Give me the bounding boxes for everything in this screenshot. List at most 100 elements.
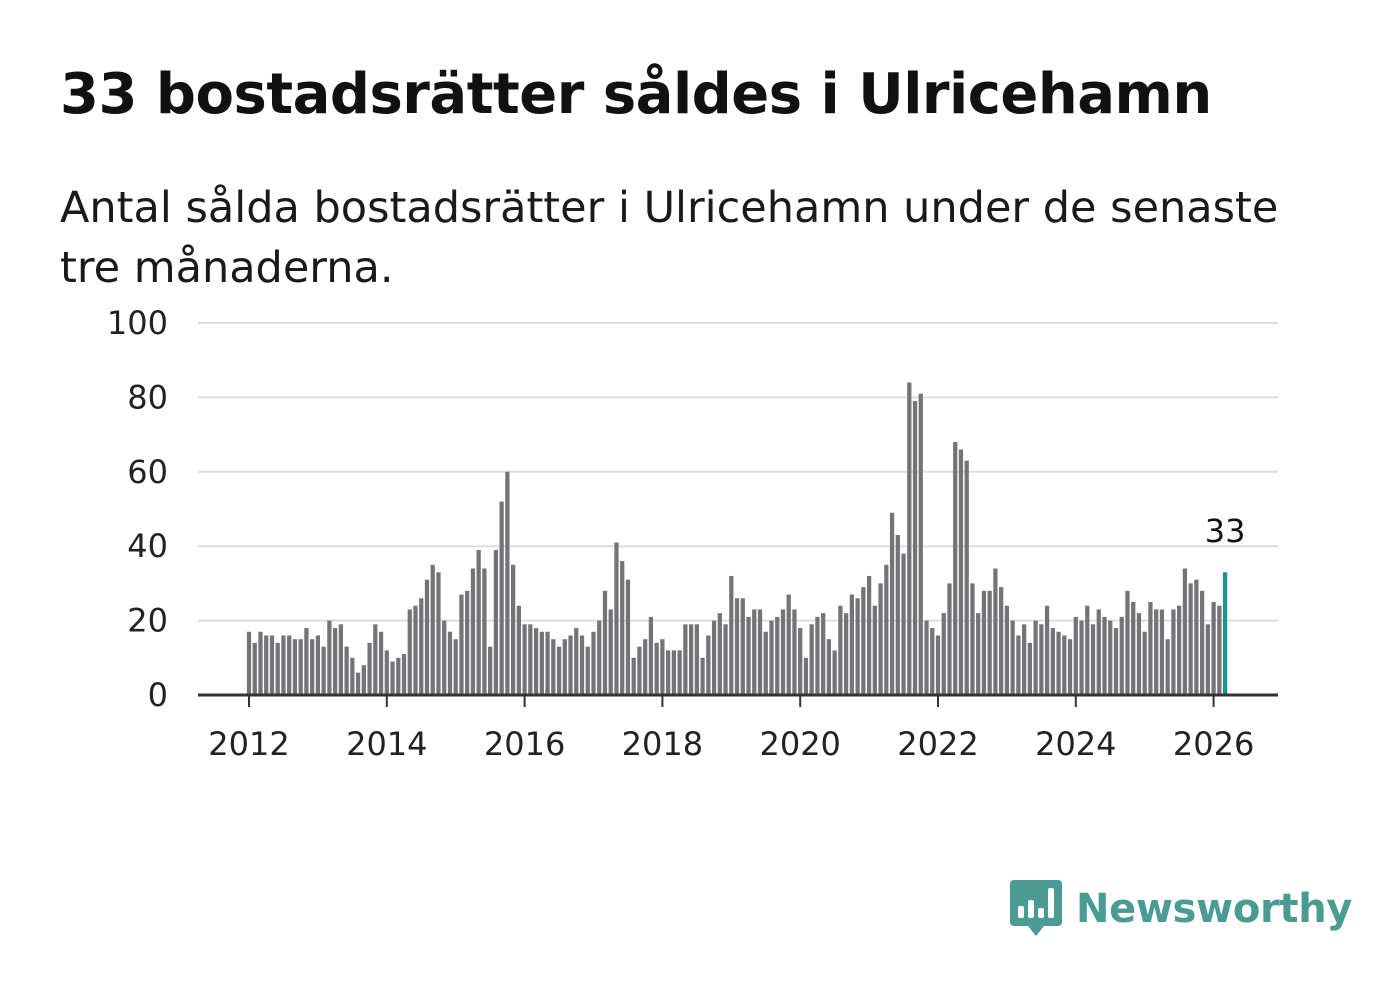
bar bbox=[442, 620, 447, 695]
x-tick-label: 2020 bbox=[759, 725, 840, 763]
bar bbox=[292, 639, 298, 695]
bar bbox=[275, 642, 280, 695]
bar bbox=[947, 583, 952, 695]
bar bbox=[1211, 602, 1216, 695]
bar bbox=[499, 501, 504, 695]
bar bbox=[878, 583, 883, 695]
bar bbox=[602, 590, 608, 695]
bar bbox=[683, 624, 688, 695]
bar bbox=[551, 639, 556, 695]
highlight-value-label: 33 bbox=[1205, 512, 1246, 550]
bar bbox=[826, 639, 832, 695]
bar-chart-speech-bubble-icon bbox=[1010, 880, 1062, 936]
bar bbox=[614, 542, 619, 695]
bar bbox=[447, 631, 453, 695]
bar bbox=[970, 583, 975, 695]
bar bbox=[1165, 639, 1170, 695]
bar bbox=[740, 598, 745, 695]
bar bbox=[510, 564, 516, 695]
bar bbox=[1044, 605, 1050, 695]
bar bbox=[792, 609, 797, 695]
y-tick-label: 20 bbox=[127, 602, 168, 640]
bar bbox=[264, 635, 269, 695]
bar bbox=[269, 635, 275, 695]
bar bbox=[1016, 635, 1021, 695]
bar bbox=[723, 624, 728, 695]
bar bbox=[1085, 605, 1090, 695]
bar bbox=[918, 393, 923, 695]
bar bbox=[1079, 620, 1084, 695]
x-tick-label: 2012 bbox=[208, 725, 289, 763]
bar bbox=[786, 594, 791, 695]
bar bbox=[373, 624, 378, 695]
x-tick-label: 2018 bbox=[622, 725, 703, 763]
x-tick-label: 2026 bbox=[1173, 725, 1254, 763]
bar bbox=[545, 631, 550, 695]
bar bbox=[1154, 609, 1159, 695]
bar bbox=[338, 624, 343, 695]
x-tick-label: 2024 bbox=[1035, 725, 1116, 763]
bar bbox=[378, 631, 384, 695]
bar bbox=[390, 661, 395, 695]
x-tick-label: 2022 bbox=[897, 725, 978, 763]
bar bbox=[666, 650, 671, 695]
bar bbox=[533, 628, 539, 695]
bar bbox=[355, 672, 361, 695]
bar bbox=[815, 616, 820, 695]
bar bbox=[1102, 616, 1107, 695]
bar bbox=[436, 572, 441, 695]
bar bbox=[912, 401, 918, 695]
bar bbox=[780, 609, 786, 695]
bar bbox=[981, 590, 987, 695]
bar bbox=[344, 646, 349, 695]
bar bbox=[488, 646, 493, 695]
brand-name: Newsworthy bbox=[1076, 886, 1353, 932]
bar bbox=[803, 657, 809, 695]
bar bbox=[608, 609, 613, 695]
bar bbox=[1188, 583, 1193, 695]
bar bbox=[528, 624, 533, 695]
bar bbox=[1136, 613, 1142, 695]
bar bbox=[752, 609, 757, 695]
y-tick-label: 40 bbox=[127, 527, 168, 565]
y-tick-label: 0 bbox=[148, 676, 168, 714]
bar bbox=[1159, 609, 1165, 695]
chart-title: 33 bostadsrätter såldes i Ulricehamn bbox=[60, 62, 1212, 127]
bar bbox=[258, 631, 263, 695]
bar bbox=[631, 657, 636, 695]
bar bbox=[476, 549, 481, 695]
bar bbox=[895, 535, 900, 695]
y-tick-label: 80 bbox=[127, 378, 168, 416]
bar bbox=[465, 590, 470, 695]
bar bbox=[838, 605, 843, 695]
bar bbox=[384, 650, 389, 695]
bar bbox=[1073, 616, 1078, 695]
bar bbox=[924, 620, 929, 695]
bar bbox=[1033, 620, 1038, 695]
bar bbox=[866, 575, 872, 695]
bar bbox=[401, 654, 407, 695]
brand-logo: Newsworthy bbox=[1010, 878, 1353, 940]
bar bbox=[1022, 624, 1027, 695]
bar bbox=[597, 620, 602, 695]
bar bbox=[1205, 624, 1210, 695]
bar bbox=[327, 620, 332, 695]
bar bbox=[734, 598, 740, 695]
bar bbox=[671, 650, 677, 695]
bar bbox=[884, 564, 889, 695]
bar bbox=[246, 631, 252, 695]
bar bbox=[953, 442, 958, 695]
bar bbox=[1119, 616, 1124, 695]
bar bbox=[844, 613, 849, 695]
bar bbox=[769, 620, 774, 695]
bar bbox=[430, 564, 435, 695]
bar bbox=[419, 598, 424, 695]
bar bbox=[832, 650, 837, 695]
bar bbox=[798, 628, 803, 695]
x-tick-label: 2014 bbox=[346, 725, 427, 763]
bar bbox=[700, 657, 705, 695]
bar bbox=[706, 635, 711, 695]
bar bbox=[711, 620, 717, 695]
bar bbox=[648, 616, 654, 695]
bar bbox=[516, 605, 521, 695]
